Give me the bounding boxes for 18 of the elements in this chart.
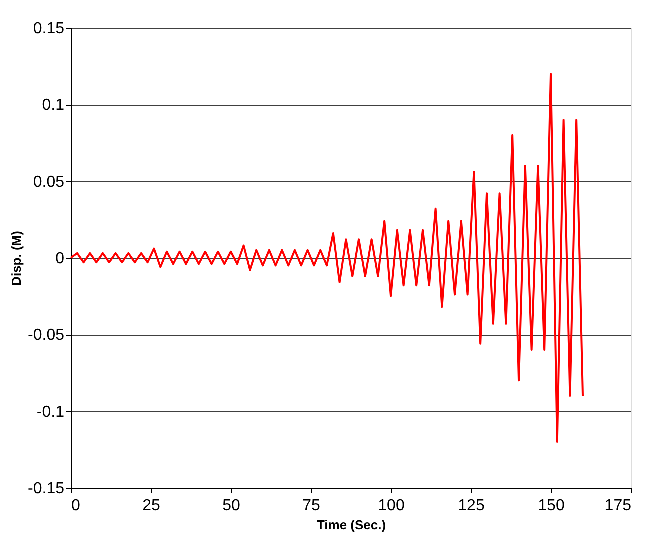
x-tick-label: 0 bbox=[72, 498, 80, 514]
x-tick-label: 50 bbox=[222, 498, 240, 514]
y-tick-label: 0.05 bbox=[33, 174, 65, 191]
y-tick-label: 0.1 bbox=[42, 97, 65, 114]
line-series bbox=[70, 73, 584, 443]
y-tick-label: 0 bbox=[56, 250, 65, 268]
x-axis-title: Time (Sec.) bbox=[316, 518, 386, 532]
x-tick-label: 100 bbox=[378, 498, 405, 514]
x-tick-label: 175 bbox=[604, 498, 632, 514]
x-tick-label: 150 bbox=[538, 498, 565, 514]
y-tick-label: -0.15 bbox=[28, 480, 65, 498]
y-tick-label: -0.1 bbox=[36, 404, 65, 421]
y-tick-label: -0.05 bbox=[28, 327, 65, 344]
x-tick-label: 125 bbox=[458, 498, 485, 514]
x-tick-label: 75 bbox=[302, 498, 320, 514]
y-tick-label: 0.15 bbox=[33, 20, 65, 38]
y-axis-title: Disp. (M) bbox=[9, 231, 24, 286]
x-tick-label: 25 bbox=[142, 498, 160, 514]
